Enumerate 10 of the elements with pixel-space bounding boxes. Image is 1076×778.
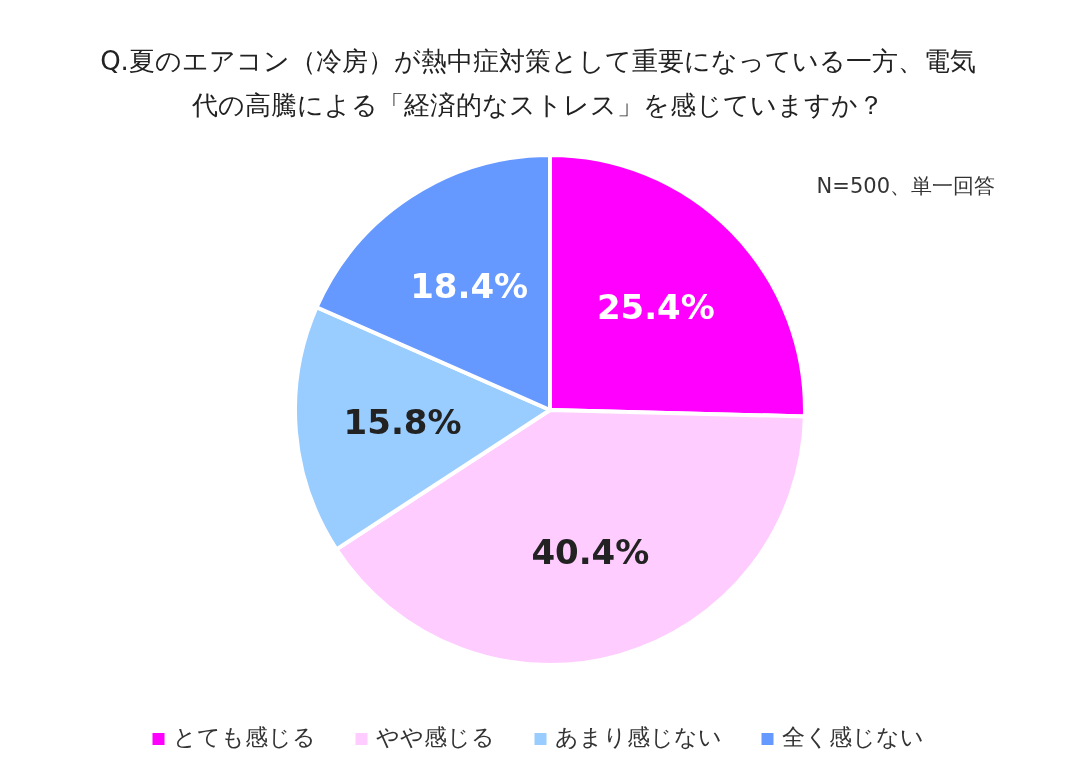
text: N=500、単一回答 (816, 174, 995, 198)
legend-label: 全く感じない (781, 724, 924, 750)
data-label: 25.4% (596, 286, 715, 327)
data-label: 15.8% (343, 402, 462, 443)
legend-label: とても感じる (172, 724, 316, 750)
chart-title: Q.夏のエアコン（冷房）が熱中症対策として重要になっている一方、電気代の高騰による「経済的なストレス」を感じていますか？ (100, 46, 976, 120)
legend-label: あまり感じない (554, 724, 722, 750)
legend-label: やや感じる (375, 724, 495, 750)
data-label: 18.4% (410, 266, 529, 307)
data-label: 40.4% (531, 532, 650, 573)
